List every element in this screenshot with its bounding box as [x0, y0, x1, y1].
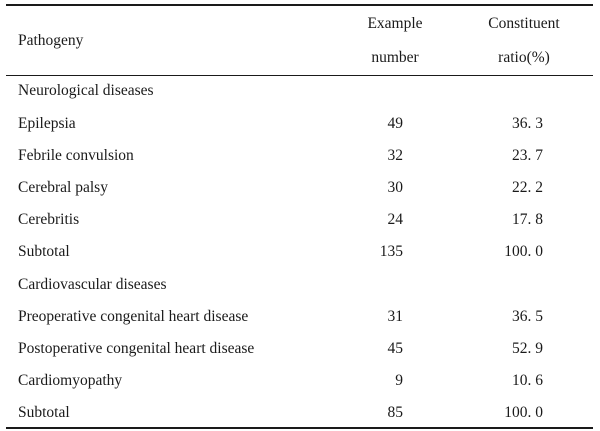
row-constituent-ratio: 52. 9 — [512, 340, 543, 357]
row-constituent-ratio: 36. 5 — [512, 308, 543, 325]
table-row: Cerebral palsy 30 22. 2 — [0, 180, 600, 200]
row-example-number: 49 — [387, 115, 404, 132]
row-name: Febrile convulsion — [18, 147, 134, 164]
table-row: Epilepsia 49 36. 3 — [0, 116, 600, 136]
row-name: Cerebritis — [18, 211, 80, 228]
table-row: Subtotal 85 100. 0 — [0, 405, 600, 425]
table-top-rule — [6, 4, 593, 6]
header-example-number-line2: number — [371, 49, 419, 66]
row-name: Cardiomyopathy — [18, 372, 123, 389]
row-example-number: 135 — [379, 243, 403, 260]
row-constituent-ratio: 17. 8 — [512, 211, 543, 228]
table-header-rule — [6, 75, 593, 76]
row-constituent-ratio: 23. 7 — [512, 147, 543, 164]
row-name: Postoperative congenital heart disease — [18, 340, 255, 357]
header-constituent-ratio-line2: ratio(%) — [498, 49, 550, 66]
table-row: Febrile convulsion 32 23. 7 — [0, 148, 600, 168]
table-row: Preoperative congenital heart disease 31… — [0, 309, 600, 329]
row-example-number: 24 — [387, 211, 404, 228]
row-name: Cardiovascular diseases — [18, 276, 167, 293]
row-example-number: 32 — [387, 147, 404, 164]
row-example-number: 31 — [387, 308, 404, 325]
table-bottom-rule — [6, 427, 593, 429]
row-name: Subtotal — [18, 243, 70, 260]
row-constituent-ratio: 10. 6 — [512, 372, 543, 389]
header-pathogeny: Pathogeny — [18, 32, 84, 49]
row-name: Epilepsia — [18, 115, 76, 132]
header-constituent-ratio-line1: Constituent — [488, 15, 560, 32]
row-constituent-ratio: 22. 2 — [512, 179, 543, 196]
row-name: Preoperative congenital heart disease — [18, 308, 249, 325]
row-example-number: 45 — [387, 340, 404, 357]
row-name: Cerebral palsy — [18, 179, 108, 196]
table-row: Cardiovascular diseases — [0, 277, 600, 297]
table-row: Cardiomyopathy 9 10. 6 — [0, 373, 600, 393]
row-name: Neurological diseases — [18, 82, 154, 99]
row-constituent-ratio: 100. 0 — [504, 243, 543, 260]
table-row: Subtotal 135 100. 0 — [0, 244, 600, 264]
row-name: Subtotal — [18, 404, 70, 421]
row-constituent-ratio: 100. 0 — [504, 404, 543, 421]
table-row: Neurological diseases — [0, 83, 600, 103]
table-row: Postoperative congenital heart disease 4… — [0, 341, 600, 361]
row-constituent-ratio: 36. 3 — [512, 115, 543, 132]
row-example-number: 30 — [387, 179, 404, 196]
row-example-number: 85 — [387, 404, 404, 421]
table-row: Cerebritis 24 17. 8 — [0, 212, 600, 232]
header-example-number-line1: Example — [367, 15, 423, 32]
row-example-number: 9 — [395, 372, 403, 389]
